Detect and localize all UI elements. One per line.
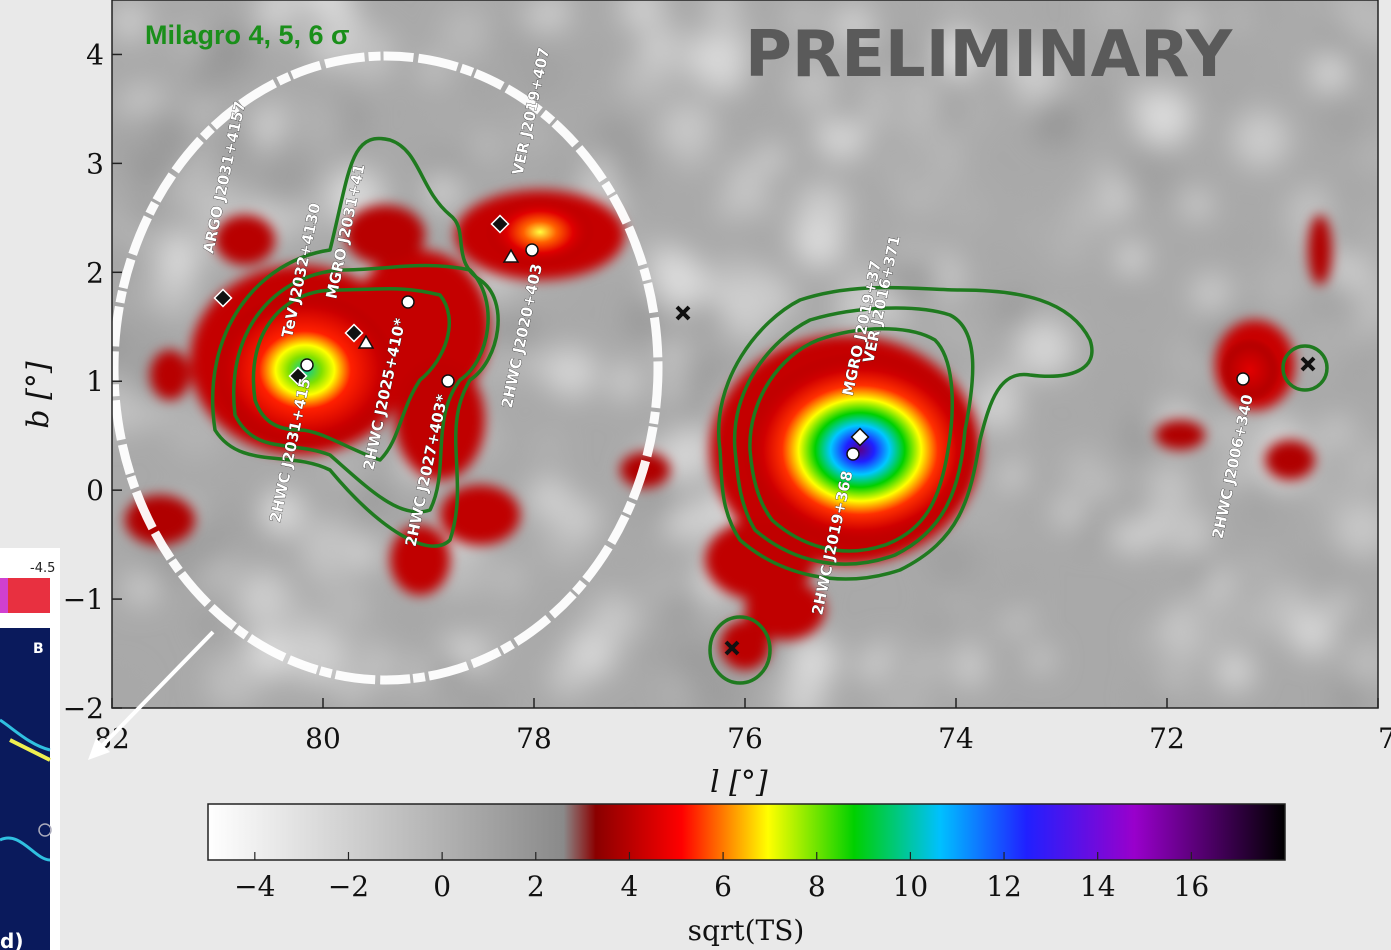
- colorbar-tick-label: −4: [234, 870, 275, 903]
- milagro-contours: [210, 136, 1329, 685]
- x-tick-label: 70: [1378, 722, 1391, 755]
- colorbar-tick-label: 12: [986, 870, 1022, 903]
- colorbar-tick-label: −2: [328, 870, 369, 903]
- colorbar-tick-label: 8: [808, 870, 826, 903]
- y-tick-label: −1: [63, 583, 104, 616]
- x-axis-label: l [°]: [710, 765, 768, 800]
- cross-markers: [675, 305, 1316, 656]
- x-tick-label: 74: [938, 722, 974, 755]
- y-tick-label: −2: [63, 692, 104, 725]
- x-tick-label: 80: [305, 722, 341, 755]
- plot-area: PRELIMINARY Milagro 4, 5, 6 σ ARGO J2031…: [112, 0, 1378, 708]
- preliminary-watermark: PRELIMINARY: [745, 18, 1233, 92]
- inset-bottom-text: d): [0, 929, 23, 950]
- y-tick-label: 1: [86, 365, 104, 398]
- colorbar-tick-label: 16: [1174, 870, 1210, 903]
- colorbar-tick-label: 4: [621, 870, 639, 903]
- other-source-markers: [213, 214, 870, 447]
- inset-figure: -4.5 B d): [0, 548, 60, 950]
- x-tick-label: 76: [727, 722, 763, 755]
- zoom-arrow: [88, 630, 215, 760]
- inset-top-value: -4.5: [30, 561, 55, 576]
- y-axis-label: b [°]: [21, 361, 56, 428]
- source-markers: [213, 214, 1316, 656]
- colorbar-tick-label: 2: [527, 870, 545, 903]
- colorbar: [207, 803, 1286, 861]
- inset-panel-letter: B: [33, 641, 44, 657]
- y-tick-label: 3: [86, 147, 104, 180]
- colorbar-tick-label: 14: [1080, 870, 1116, 903]
- x-axis-ticks: 82807876747270: [94, 698, 1391, 755]
- y-tick-label: 0: [86, 474, 104, 507]
- y-axis-ticks: 4 3 2 1 0 −1 −2: [63, 38, 122, 725]
- milagro-label: Milagro 4, 5, 6 σ: [145, 20, 350, 50]
- colorbar-tick-label: 6: [714, 870, 732, 903]
- colorbar-tick-label: 10: [893, 870, 929, 903]
- x-tick-label: 72: [1149, 722, 1185, 755]
- colorbar-label: sqrt(TS): [688, 914, 805, 947]
- colorbar-tick-label: 0: [433, 870, 451, 903]
- y-tick-label: 2: [86, 256, 104, 289]
- region-highlight-ellipse: [112, 51, 663, 685]
- colorbar-ticks: −4 −2 0 2 4 6 8 10 12 14 16: [234, 852, 1209, 903]
- y-tick-label: 4: [86, 38, 104, 71]
- hawc-source-markers: [300, 243, 1250, 461]
- x-tick-label: 78: [516, 722, 552, 755]
